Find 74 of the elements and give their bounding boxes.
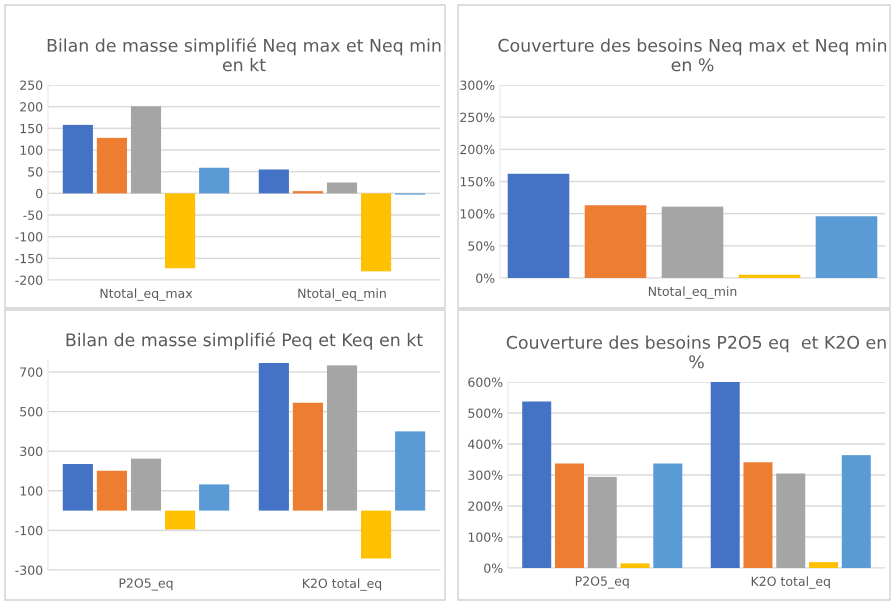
y-tick-label: -150 [15, 254, 42, 264]
bar [620, 563, 650, 568]
bar [584, 205, 646, 278]
bar [130, 106, 162, 194]
bar [199, 168, 230, 194]
x-tick-label: K2O total_eq [303, 578, 382, 591]
bar [62, 464, 93, 511]
y-tick-label: 700 [20, 367, 42, 377]
y-tick-label: 300% [460, 80, 494, 90]
bar [96, 470, 128, 511]
y-tick-label: 250% [460, 112, 494, 122]
x-tick-label: K2O total_eq [752, 576, 830, 589]
bar [738, 274, 800, 278]
bar [258, 362, 289, 511]
bar [522, 402, 552, 568]
bar [130, 458, 162, 511]
bar [776, 473, 806, 568]
bar [96, 138, 128, 194]
x-tick-label: Ntotal_eq_min [648, 286, 736, 299]
y-tick-label: 150 [20, 124, 42, 134]
bar [842, 455, 871, 568]
y-tick-label: 100 [20, 486, 42, 496]
bar [653, 464, 682, 568]
y-tick-label: -100 [15, 232, 42, 242]
chart-title: Couverture des besoins P2O5 eq et K2O en % [506, 335, 886, 368]
y-tick-label: 200 [20, 102, 42, 112]
bar [360, 510, 392, 559]
bar [292, 402, 324, 511]
y-tick-label: 0% [484, 563, 502, 573]
y-tick-label: 100 [20, 145, 42, 155]
bar [164, 193, 196, 268]
y-tick-label: 200% [460, 144, 494, 154]
y-tick-label: 0% [476, 273, 494, 283]
y-tick-label: 0 [36, 188, 42, 198]
bar [662, 206, 724, 278]
y-tick-label: 500 [20, 406, 42, 416]
bar [326, 182, 358, 194]
chart-title: Bilan de masse simplifié Peq et Keq en kt [66, 332, 423, 350]
y-tick-label: 600% [468, 377, 502, 387]
y-tick-label: 100% [468, 532, 502, 542]
y-tick-label: -100 [15, 526, 42, 536]
y-tick-label: -300 [15, 565, 42, 575]
x-tick-label: P2O5_eq [120, 578, 172, 591]
bar [809, 562, 838, 568]
y-tick-label: 250 [20, 80, 42, 90]
y-tick-label: -50 [23, 210, 42, 220]
y-tick-label: 50 [28, 167, 42, 177]
bar [816, 216, 878, 278]
x-tick-label: Ntotal_eq_max [100, 288, 192, 301]
x-tick-label: Ntotal_eq_min [298, 288, 386, 301]
bar [395, 431, 426, 511]
chart-title: Couverture des besoins Neq max et Neq min en % [498, 38, 886, 72]
bar [554, 464, 584, 568]
bar [743, 462, 772, 568]
bar [62, 124, 93, 194]
y-tick-label: 50% [468, 241, 494, 251]
y-tick-label: 500% [468, 408, 502, 418]
y-tick-label: 400% [468, 439, 502, 449]
bar [164, 510, 196, 530]
chart-title: Bilan de masse simplifié Neq max et Neq min en kt [48, 38, 440, 72]
y-tick-label: 100% [460, 209, 494, 219]
x-tick-label: P2O5_eq [576, 576, 629, 589]
y-tick-label: 200% [468, 501, 502, 511]
y-tick-label: 300 [20, 446, 42, 456]
bar [508, 174, 570, 278]
bar [710, 382, 740, 568]
y-tick-label: 300% [468, 470, 502, 480]
bar [326, 365, 358, 511]
y-tick-label: 150% [460, 176, 494, 186]
y-tick-label: -200 [15, 275, 42, 285]
bar [588, 476, 617, 568]
bar [199, 484, 230, 511]
bar [360, 193, 392, 272]
bar [258, 170, 289, 194]
